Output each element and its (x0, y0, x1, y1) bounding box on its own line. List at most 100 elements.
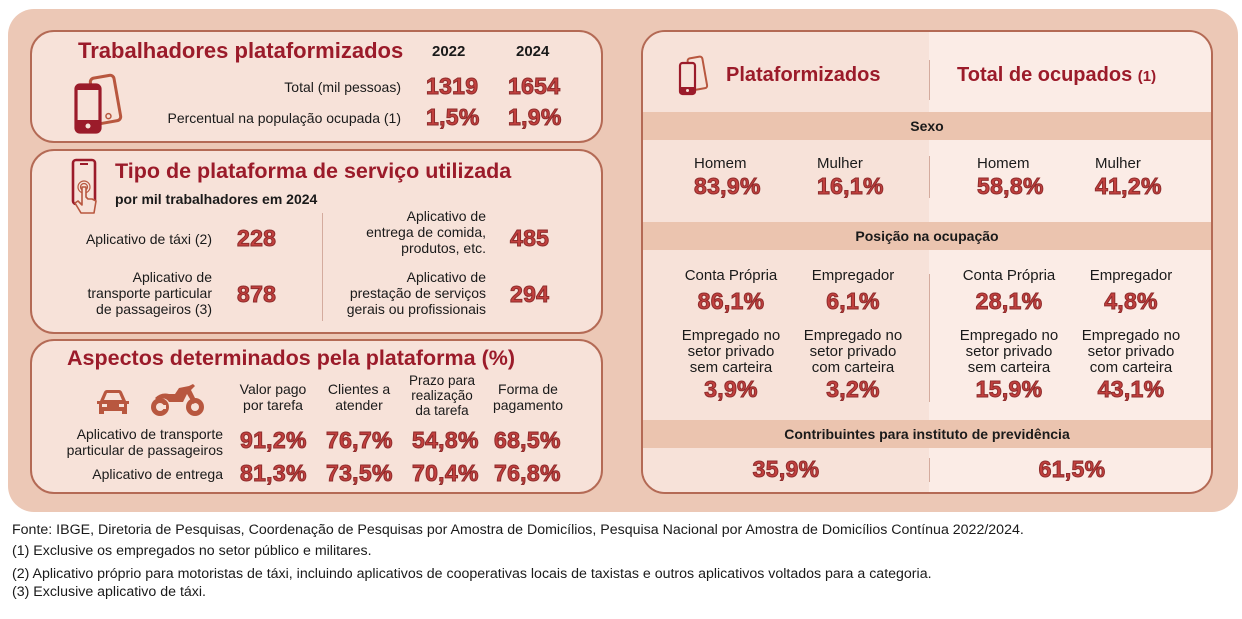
car-icon (97, 390, 129, 414)
total-ocupados-header: Total de ocupados (1) (957, 64, 1156, 87)
row-entrega-label: Aplicativo de entrega (92, 466, 223, 482)
total-conta-propria-value: 28,1% (975, 288, 1043, 315)
taxi-value: 228 (236, 225, 277, 252)
prestacao-servicos-value: 294 (509, 281, 550, 308)
total-empregador-value: 4,8% (1104, 288, 1158, 315)
label-line: entrega de comida, (366, 224, 486, 240)
label-line: Aplicativo de (132, 269, 212, 285)
label-line: setor privado (687, 343, 775, 360)
label-line: setor privado (1087, 343, 1175, 360)
label-line: gerais ou profissionais (346, 301, 486, 317)
label-line: Empregado no (959, 327, 1059, 344)
column-header-line: Prazo para (408, 373, 476, 388)
label-line: transporte particular (87, 285, 212, 301)
touch-phone-icon (71, 158, 97, 214)
label-line: Conta Própria (684, 267, 778, 284)
plat-conta-propria-label: Conta Própria (671, 268, 791, 284)
row-label-line: Aplicativo de transporte (76, 426, 223, 442)
header-divider (929, 60, 930, 100)
plataformizados-column-bg (643, 32, 929, 492)
total-homem-value: 58,8% (977, 173, 1044, 200)
label-line: Aplicativo de táxi (2) (85, 231, 212, 247)
transporte-forma-pagamento: 68,5% (494, 427, 561, 454)
source-note: Fonte: IBGE, Diretoria de Pesquisas, Coo… (12, 522, 1024, 538)
total-sem-carteira-value: 15,9% (975, 376, 1043, 403)
row-transporte-label: Aplicativo de transporte particular de p… (67, 426, 223, 458)
plat-empregador-label: Empregador (793, 268, 913, 284)
plat-sem-carteira-label: Empregado no setor privado sem carteira (671, 328, 791, 376)
transporte-particular-value: 878 (236, 281, 277, 308)
previdencia-band: Contribuintes para instituto de previdên… (643, 420, 1211, 448)
label-line: Empregado no (681, 327, 781, 344)
previdencia-divider (929, 458, 930, 482)
total-sem-carteira-label: Empregado no setor privado sem carteira (949, 328, 1069, 376)
column-header-line: pagamento (492, 397, 564, 413)
column-divider (322, 213, 323, 321)
label-line: Aplicativo de (406, 269, 486, 285)
taxi-label: Aplicativo de táxi (2) (86, 231, 212, 247)
total-conta-propria-label: Conta Própria (949, 268, 1069, 284)
entrega-clientes: 73,5% (326, 460, 393, 487)
trabalhadores-panel: Trabalhadores plataformizados 2022 2024 … (30, 30, 603, 143)
label-line: Empregador (811, 267, 895, 284)
footnote-1: (1) Exclusive os empregados no setor púb… (12, 543, 372, 559)
posicao-band: Posição na ocupação (643, 222, 1211, 250)
total-previdencia-value: 61,5% (1038, 456, 1106, 483)
sexo-divider (929, 156, 930, 198)
total-2022-value: 1319 (425, 73, 479, 100)
label-line: Conta Própria (962, 267, 1056, 284)
tipo-plataforma-title: Tipo de plataforma de serviço utilizada (115, 159, 512, 183)
entrega-label: Aplicativo de entrega de comida, produto… (366, 208, 486, 256)
trabalhadores-title: Trabalhadores plataformizados (78, 38, 404, 63)
transporte-particular-label: Aplicativo de transporte particular de p… (87, 269, 212, 317)
plat-mulher-value: 16,1% (817, 173, 884, 200)
entrega-valor-pago: 81,3% (240, 460, 307, 487)
column-header-line: Forma de (498, 381, 558, 397)
label-line: com carteira (811, 359, 895, 376)
label-line: Empregado no (1081, 327, 1181, 344)
col-valor-pago: Valor pago por tarefa (232, 381, 314, 413)
column-header-line: Clientes a (327, 381, 391, 397)
percentual-label: Percentual na população ocupada (1) (167, 110, 401, 126)
total-column-bg (929, 32, 1211, 492)
year-2022-header: 2022 (432, 43, 466, 60)
footnote-2: (2) Aplicativo próprio para motoristas d… (12, 566, 932, 582)
entrega-forma-pagamento: 76,8% (494, 460, 561, 487)
label-line: setor privado (809, 343, 897, 360)
total-label: Total (mil pessoas) (284, 79, 401, 95)
plat-sem-carteira-value: 3,9% (704, 376, 758, 403)
prestacao-servicos-label: Aplicativo de prestação de serviços gera… (347, 269, 486, 317)
motorcycle-icon (151, 384, 204, 416)
comparacao-panel: Plataformizados Total de ocupados (1) Se… (641, 30, 1213, 494)
plat-homem-value: 83,9% (694, 173, 761, 200)
year-2024-header: 2024 (516, 43, 550, 60)
aspectos-title: Aspectos determinados pela plataforma (%… (67, 346, 516, 370)
total-com-carteira-value: 43,1% (1097, 376, 1165, 403)
total-homem-label: Homem (977, 155, 1030, 172)
tipo-plataforma-panel: Tipo de plataforma de serviço utilizada … (30, 149, 603, 334)
row-label-line: Aplicativo de entrega (92, 466, 223, 482)
smartphones-icon (678, 55, 709, 96)
transporte-valor-pago: 91,2% (240, 427, 307, 454)
plat-com-carteira-label: Empregado no setor privado com carteira (793, 328, 913, 376)
footnote-ref: (1) (1137, 68, 1157, 85)
plat-mulher-label: Mulher (817, 155, 863, 172)
label-line: prestação de serviços (349, 285, 486, 301)
footnote-3: (3) Exclusive aplicativo de táxi. (12, 584, 206, 600)
plat-homem-label: Homem (694, 155, 747, 172)
percentual-2022-value: 1,5% (426, 104, 480, 131)
tipo-plataforma-subtitle: por mil trabalhadores em 2024 (115, 191, 318, 207)
label-line: Empregado no (803, 327, 903, 344)
total-com-carteira-label: Empregado no setor privado com carteira (1071, 328, 1191, 376)
label-line: com carteira (1089, 359, 1173, 376)
col-prazo: Prazo para realização da tarefa (402, 373, 482, 418)
posicao-divider (929, 274, 930, 402)
total-2024-value: 1654 (507, 73, 561, 100)
label-line: produtos, etc. (401, 240, 486, 256)
plat-previdencia-value: 35,9% (752, 456, 820, 483)
column-header-line: por tarefa (243, 397, 303, 413)
label-line: Aplicativo de (406, 208, 486, 224)
column-header-line: realização (411, 388, 473, 403)
label-line: sem carteira (967, 359, 1051, 376)
column-header-line: atender (335, 397, 383, 413)
